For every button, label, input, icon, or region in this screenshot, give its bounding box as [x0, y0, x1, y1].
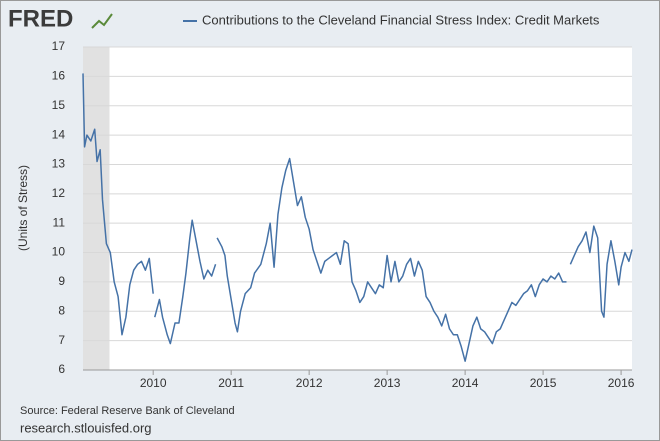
- legend-label: Contributions to the Cleveland Financial…: [202, 12, 600, 27]
- y-tick-label: 7: [58, 333, 65, 347]
- y-tick-label: 14: [52, 127, 66, 141]
- y-tick-label: 17: [52, 39, 66, 53]
- y-tick-label: 16: [52, 69, 66, 83]
- plot-area: [83, 47, 632, 370]
- x-tick-label: 2011: [218, 376, 244, 390]
- y-tick-label: 6: [58, 362, 65, 376]
- y-tick-label: 12: [52, 186, 66, 200]
- logo: FRED: [8, 5, 73, 32]
- x-tick-label: 2012: [296, 376, 323, 390]
- y-tick-label: 13: [52, 157, 66, 171]
- logo-icon: [91, 13, 113, 29]
- recession-shade: [83, 47, 110, 370]
- y-tick-label: 15: [52, 98, 66, 112]
- x-tick-label: 2014: [452, 376, 479, 390]
- x-tick-label: 2015: [530, 376, 557, 390]
- y-axis-label: (Units of Stress): [16, 165, 30, 251]
- y-tick-label: 11: [53, 215, 66, 229]
- y-tick-label: 8: [58, 303, 65, 317]
- y-tick-label: 10: [52, 245, 66, 259]
- site: research.stlouisfed.org: [20, 420, 152, 435]
- y-tick-label: 9: [58, 274, 65, 288]
- series-line: [82, 73, 633, 362]
- x-tick-label: 2013: [374, 376, 401, 390]
- source: Source: Federal Reserve Bank of Clevelan…: [20, 405, 235, 417]
- plot: 6 7 8 9 10 11 12 13 14 15 16 17 2010 2011 2012 2013 2014…: [52, 39, 635, 390]
- x-tick-label: 2010: [140, 376, 167, 390]
- x-tick-label: 2016: [608, 376, 635, 390]
